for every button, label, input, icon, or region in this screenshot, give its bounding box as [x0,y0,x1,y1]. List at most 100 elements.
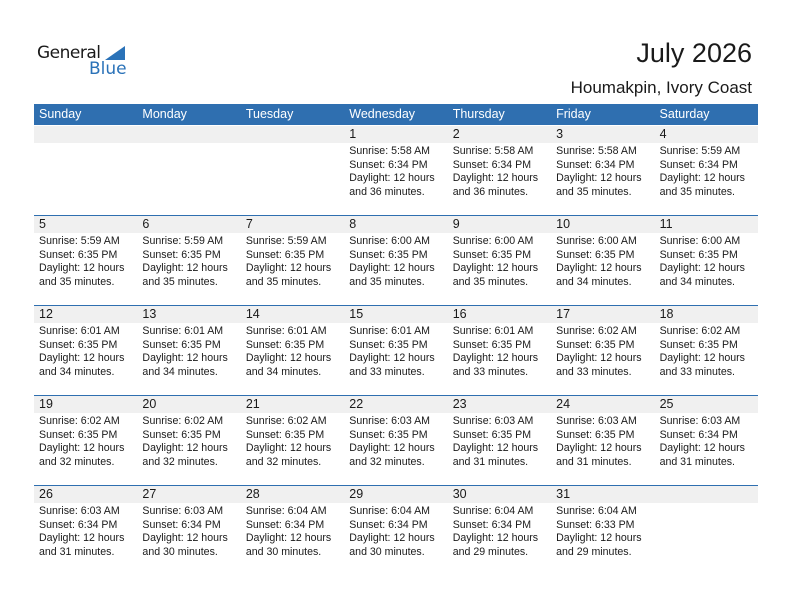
day-number-band [34,126,758,143]
sunrise-text: Sunrise: 6:03 AM [556,415,637,427]
daylight1-text: Daylight: 12 hours [659,172,745,184]
daylight1-text: Daylight: 12 hours [452,442,539,454]
sunrise-text: Sunrise: 6:03 AM [452,415,534,427]
day-number: 20 [142,397,157,411]
daylight2-text: and 32 minutes. [142,455,218,468]
sunset-text: Sunset: 6:35 PM [349,428,428,441]
day-cell: 6 Sunrise: 5:59 AM Sunset: 6:35 PM Daylight… [137,216,240,306]
sunset-text: Sunset: 6:35 PM [39,338,118,351]
day-number: 2 [452,127,460,141]
sunrise-text: Sunrise: 5:59 AM [245,235,327,247]
day-cell: 29 Sunrise: 6:04 AM Sunset: 6:34 PM Dayligh… [344,486,447,576]
daylight1-text: Daylight: 12 hours [452,262,539,274]
sunrise-text: Sunrise: 5:59 AM [142,235,224,247]
daylight1-text: Daylight: 12 hours [556,352,642,364]
day-number: 25 [659,397,674,411]
sunset-text: Sunset: 6:35 PM [39,428,118,441]
day-number: 6 [142,217,150,231]
sunset-text: Sunset: 6:34 PM [39,518,118,531]
daylight2-text: and 35 minutes. [39,275,115,288]
logo-text-blue: Blue [89,59,127,79]
sunrise-text: Sunrise: 6:04 AM [556,505,637,517]
daylight1-text: Daylight: 12 hours [39,442,125,454]
daylight2-text: and 35 minutes. [142,275,218,288]
daylight2-text: and 34 minutes. [556,275,632,288]
day-cell: 9 Sunrise: 6:00 AM Sunset: 6:35 PM Daylight… [448,216,551,306]
weekday-thursday: Thursday [452,107,505,121]
daylight1-text: Daylight: 12 hours [39,262,125,274]
sunrise-text: Sunrise: 5:59 AM [39,235,120,247]
daylight2-text: and 33 minutes. [659,365,735,378]
sunrise-text: Sunrise: 6:04 AM [349,505,430,517]
daylight2-text: and 30 minutes. [142,545,218,558]
day-number: 14 [245,307,260,321]
day-number: 22 [349,397,364,411]
sunset-text: Sunset: 6:34 PM [349,158,428,171]
daylight2-text: and 35 minutes. [245,275,322,288]
logo-triangle-icon [105,46,125,60]
day-cell: 4 Sunrise: 5:59 AM Sunset: 6:34 PM Daylight… [655,126,758,216]
day-cell: 21 Sunrise: 6:02 AM Sunset: 6:35 PM Dayligh… [241,396,344,486]
daylight1-text: Daylight: 12 hours [349,172,435,184]
sunrise-text: Sunrise: 6:00 AM [659,235,741,247]
daylight2-text: and 33 minutes. [452,365,529,378]
daylight1-text: Daylight: 12 hours [142,442,228,454]
sunrise-text: Sunrise: 6:01 AM [142,325,224,337]
sunset-text: Sunset: 6:35 PM [452,338,532,351]
daylight1-text: Daylight: 12 hours [556,262,642,274]
sunrise-text: Sunrise: 5:59 AM [659,145,741,157]
daylight1-text: Daylight: 12 hours [39,352,125,364]
sunset-text: Sunset: 6:34 PM [452,518,532,531]
daylight1-text: Daylight: 12 hours [349,532,435,544]
sunset-text: Sunset: 6:35 PM [659,338,738,351]
day-cell: 28 Sunrise: 6:04 AM Sunset: 6:34 PM Dayligh… [241,486,344,576]
day-number-band [34,486,758,503]
daylight2-text: and 36 minutes. [452,185,529,198]
day-cell: 15 Sunrise: 6:01 AM Sunset: 6:35 PM Dayligh… [344,306,447,396]
sunset-text: Sunset: 6:35 PM [142,428,221,441]
day-cell: 26 Sunrise: 6:03 AM Sunset: 6:34 PM Dayligh… [34,486,137,576]
sunrise-text: Sunrise: 6:02 AM [39,415,120,427]
sunset-text: Sunset: 6:35 PM [556,338,635,351]
sunrise-text: Sunrise: 6:02 AM [556,325,637,337]
day-cell: 30 Sunrise: 6:04 AM Sunset: 6:34 PM Dayligh… [448,486,551,576]
week-row: 26 Sunrise: 6:03 AM Sunset: 6:34 PM Dayligh… [34,485,758,576]
day-number: 21 [245,397,260,411]
sunset-text: Sunset: 6:35 PM [556,248,635,261]
daylight1-text: Daylight: 12 hours [245,352,332,364]
day-cell: 31 Sunrise: 6:04 AM Sunset: 6:33 PM Dayligh… [551,486,654,576]
day-number: 8 [349,217,357,231]
sunset-text: Sunset: 6:35 PM [556,428,635,441]
day-number: 27 [142,487,157,501]
daylight1-text: Daylight: 12 hours [556,172,642,184]
sunrise-text: Sunrise: 6:02 AM [659,325,741,337]
day-cell: 2 Sunrise: 5:58 AM Sunset: 6:34 PM Daylight… [448,126,551,216]
sunrise-text: Sunrise: 6:00 AM [349,235,430,247]
day-number: 18 [659,307,674,321]
sunrise-text: Sunrise: 6:03 AM [659,415,741,427]
daylight1-text: Daylight: 12 hours [39,532,125,544]
day-cell: 12 Sunrise: 6:01 AM Sunset: 6:35 PM Dayligh… [34,306,137,396]
sunset-text: Sunset: 6:35 PM [245,248,325,261]
day-number: 9 [452,217,460,231]
sunset-text: Sunset: 6:34 PM [452,158,532,171]
sunrise-text: Sunrise: 6:00 AM [556,235,637,247]
sunrise-text: Sunrise: 6:02 AM [142,415,224,427]
day-cell: 1 Sunrise: 5:58 AM Sunset: 6:34 PM Daylight… [344,126,447,216]
daylight2-text: and 32 minutes. [349,455,425,468]
sunset-text: Sunset: 6:35 PM [142,338,221,351]
sunset-text: Sunset: 6:35 PM [349,248,428,261]
day-cell: 11 Sunrise: 6:00 AM Sunset: 6:35 PM Dayligh… [655,216,758,306]
weekday-saturday: Saturday [659,107,710,121]
day-cell: 23 Sunrise: 6:03 AM Sunset: 6:35 PM Dayligh… [448,396,551,486]
day-number: 28 [245,487,260,501]
daylight1-text: Daylight: 12 hours [452,172,539,184]
day-cell: 5 Sunrise: 5:59 AM Sunset: 6:35 PM Daylight… [34,216,137,306]
day-number: 13 [142,307,157,321]
day-number: 12 [39,307,53,321]
day-cell: 7 Sunrise: 5:59 AM Sunset: 6:35 PM Daylight… [241,216,344,306]
sunrise-text: Sunrise: 5:58 AM [349,145,430,157]
sunrise-text: Sunrise: 6:03 AM [39,505,120,517]
weekday-monday: Monday [142,107,187,121]
day-number: 3 [556,127,564,141]
